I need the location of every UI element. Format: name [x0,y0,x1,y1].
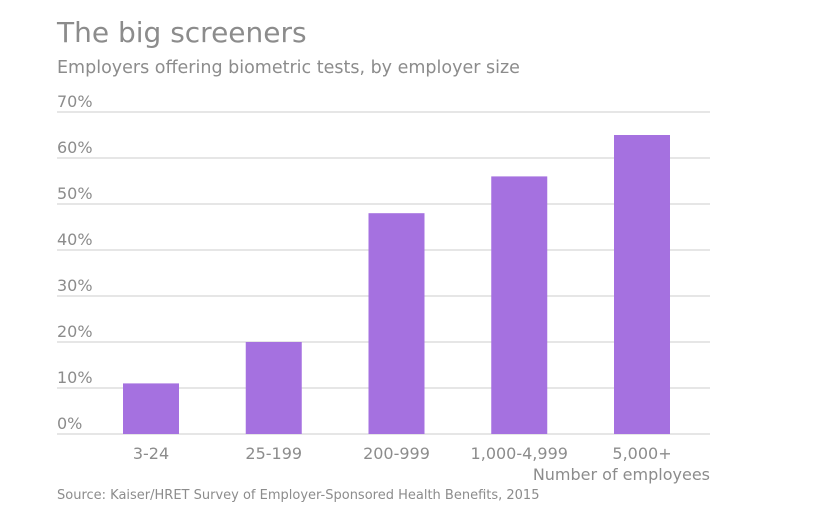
source-note: Source: Kaiser/HRET Survey of Employer-S… [57,488,540,503]
x-axis-label: Number of employees [533,465,710,484]
chart-subtitle: Employers offering biometric tests, by e… [57,58,520,78]
y-tick-label: 70% [57,92,93,111]
y-tick-label: 40% [57,230,93,249]
y-tick-label: 0% [57,414,82,433]
bar-5,000+ [614,135,670,434]
y-tick-label: 60% [57,138,93,157]
x-tick-label: 3-24 [133,444,169,463]
y-tick-label: 30% [57,276,93,295]
y-tick-label: 10% [57,368,93,387]
chart-title: The big screeners [57,16,307,49]
y-tick-label: 20% [57,322,93,341]
bar-200-999 [368,213,425,434]
bar-25-199 [245,342,302,434]
bar-3-24 [123,383,179,434]
bars [123,135,670,434]
tick-labels: 0% 10% 20% 30% 40% 50% 60% 70% 3-24 25-199 200-999… [57,92,672,463]
x-tick-label: 25-199 [245,444,302,463]
x-tick-label: 200-999 [363,444,430,463]
y-tick-label: 50% [57,184,93,203]
bar-1,000-4,999 [491,176,548,434]
x-tick-label: 1,000-4,999 [471,444,568,463]
x-tick-label: 5,000+ [612,444,671,463]
